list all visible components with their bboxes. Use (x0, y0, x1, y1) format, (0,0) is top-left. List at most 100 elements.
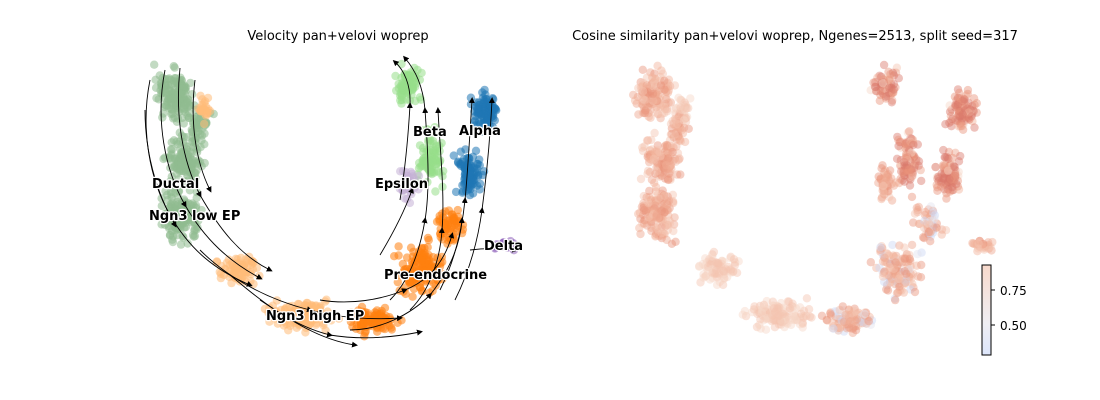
cell-point (644, 112, 653, 121)
cell-point (740, 306, 750, 316)
cell-point (778, 318, 787, 327)
cell-point (705, 256, 714, 266)
cell-point (642, 87, 652, 96)
cell-point (967, 112, 976, 121)
cell-point (643, 95, 653, 104)
cell-point (453, 205, 462, 215)
cell-point (791, 304, 801, 313)
cell-point (768, 315, 778, 324)
cell-point (643, 169, 652, 179)
cell-point (674, 131, 683, 141)
cell-point (433, 166, 442, 176)
cell-point (775, 316, 784, 326)
cell-point (668, 190, 678, 199)
cell-point (662, 160, 672, 169)
cell-point (665, 167, 674, 177)
cell-point (885, 262, 894, 271)
cell-point (779, 312, 789, 321)
cell-point (635, 223, 644, 233)
cell-point (829, 324, 838, 333)
cell-point (658, 191, 668, 201)
cell-point (893, 261, 902, 270)
streamline (439, 97, 475, 291)
cosine-panel: Cosine similarity pan+velovi woprep, Nge… (572, 29, 1027, 356)
cell-point (708, 269, 717, 278)
cell-point (645, 157, 654, 167)
cell-point (652, 102, 661, 112)
cell-point (723, 272, 732, 282)
cell-point (649, 96, 659, 106)
cell-point (958, 121, 967, 131)
cell-point (645, 98, 654, 108)
cell-point (646, 105, 655, 115)
cell-point (650, 69, 659, 78)
cell-point (674, 113, 683, 122)
cell-point (651, 232, 660, 241)
cell-point (723, 266, 732, 275)
cell-point (647, 217, 656, 226)
cell-point (657, 231, 666, 240)
cell-point (764, 315, 773, 324)
cell-point (648, 82, 657, 92)
cell-point (658, 163, 668, 172)
cell-point (456, 159, 466, 169)
cell-point (661, 222, 670, 231)
cell-point (651, 201, 660, 210)
cell-point (661, 160, 671, 170)
cell-point (644, 213, 653, 222)
cell-point (651, 231, 660, 240)
cell-point (670, 213, 679, 222)
cell-point (680, 110, 689, 120)
cell-point (658, 154, 668, 163)
cell-point (774, 320, 784, 329)
cell-point (640, 142, 649, 151)
cell-point (788, 299, 797, 308)
cell-point (900, 243, 909, 252)
cell-point (638, 97, 647, 106)
cell-point (651, 90, 660, 99)
cell-point (175, 81, 184, 91)
cell-point (718, 270, 727, 279)
cell-point (431, 187, 440, 196)
cell-point (759, 316, 768, 325)
cell-point (638, 210, 648, 219)
cell-point (664, 75, 674, 84)
cell-point (665, 161, 675, 170)
cell-point (644, 208, 653, 217)
cell-point (708, 265, 717, 274)
cell-point (659, 203, 668, 212)
cell-point (670, 81, 680, 90)
cell-point (669, 220, 679, 229)
cell-point (647, 145, 657, 154)
cell-point (730, 258, 740, 267)
cell-point (640, 216, 649, 225)
cell-point (650, 89, 659, 98)
cell-point (709, 247, 719, 257)
cell-point (726, 254, 735, 263)
cell-point (643, 96, 653, 106)
cell-point (638, 146, 648, 156)
cell-point (646, 68, 655, 77)
cell-point (656, 162, 665, 171)
cell-point (660, 194, 669, 203)
cell-point (644, 82, 653, 92)
cell-point (887, 174, 896, 183)
cell-point (768, 301, 778, 310)
cell-point (663, 142, 672, 151)
cell-point (755, 306, 764, 315)
cell-point (664, 175, 673, 184)
cell-point (200, 158, 209, 168)
cell-point (643, 94, 652, 104)
cell-point (752, 322, 762, 332)
cell-point (781, 304, 791, 313)
cell-point (838, 302, 847, 311)
cell-point (772, 301, 781, 310)
cell-point (642, 136, 652, 145)
cell-point (173, 157, 183, 166)
cell-point (797, 309, 806, 318)
cell-point (646, 100, 655, 109)
cell-point (887, 98, 896, 107)
cell-point (663, 159, 672, 168)
cell-point (671, 237, 680, 246)
cell-point (656, 102, 665, 111)
